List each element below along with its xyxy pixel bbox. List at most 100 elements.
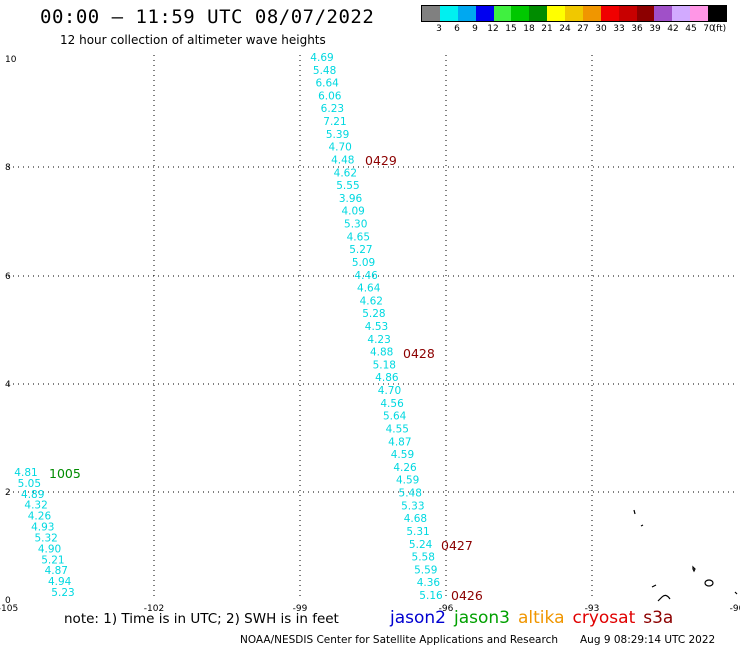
legend-swatch — [529, 6, 548, 21]
wave-height-value: 4.62 — [360, 295, 383, 307]
wave-height-value: 5.09 — [352, 257, 375, 269]
satellite-jason2: jason2 — [390, 608, 446, 628]
legend-swatch — [547, 6, 565, 21]
wave-height-value: 5.48 — [399, 488, 422, 500]
legend-swatch — [582, 6, 601, 21]
axis-label-latitude: 2 — [5, 488, 11, 498]
wave-height-value: 4.88 — [370, 347, 393, 359]
legend-label: 30 — [595, 24, 607, 34]
axis-label-longitude: -105 — [0, 604, 18, 614]
satellite-s3a: s3a — [643, 608, 674, 628]
pass-time-label: 0426 — [451, 588, 483, 603]
axis-label-longitude: -93 — [585, 604, 600, 614]
coastline-fragment — [651, 584, 657, 588]
wave-height-value: 4.94 — [48, 576, 72, 588]
wave-height-value: 4.53 — [365, 321, 388, 333]
axis-label-longitude: -102 — [144, 604, 164, 614]
wave-height-value: 5.48 — [313, 65, 336, 77]
axis-label-longitude: -90 — [730, 604, 740, 614]
wave-height-value: 5.59 — [414, 564, 437, 576]
wave-height-value: 4.36 — [417, 577, 441, 589]
wave-height-value: 4.87 — [45, 565, 68, 577]
pass-time-label: 0429 — [365, 153, 397, 168]
legend-swatch — [439, 6, 458, 21]
legend-swatch — [618, 6, 637, 21]
wave-height-value: 5.32 — [34, 532, 57, 544]
axis-label-latitude: 8 — [5, 163, 11, 173]
coastline-fragment — [657, 594, 671, 602]
wave-height-value: 5.64 — [383, 411, 407, 423]
color-scale-swatches — [421, 5, 727, 22]
wave-height-value: 7.21 — [323, 116, 346, 128]
legend-swatch — [565, 6, 583, 21]
wave-height-value: 5.33 — [401, 500, 424, 512]
legend-label: 42 — [667, 24, 679, 34]
wave-height-value: 5.18 — [373, 359, 396, 371]
wave-height-value: 4.70 — [378, 385, 401, 397]
footer-credit: NOAA/NESDIS Center for Satellite Applica… — [240, 634, 558, 646]
axis-label-longitude: -99 — [293, 604, 308, 614]
legend-label: 39 — [649, 24, 661, 34]
legend-label: 18 — [523, 24, 535, 34]
axis-label-latitude: 10 — [5, 55, 17, 65]
satellite-cryosat: cryosat — [572, 608, 636, 628]
page-subtitle: 12 hour collection of altimeter wave hei… — [60, 33, 326, 47]
legend-label: 45 — [685, 24, 697, 34]
coastline-island — [704, 579, 714, 587]
wave-height-value: 4.32 — [24, 500, 47, 512]
wave-height-value: 4.56 — [380, 398, 404, 410]
legend-label: 27 — [577, 24, 589, 34]
wave-height-value: 5.31 — [406, 526, 429, 538]
legend-swatch — [475, 6, 494, 21]
legend-label: 36 — [631, 24, 643, 34]
pass-time-label: 1005 — [49, 466, 81, 481]
legend-label: 70 — [703, 24, 715, 34]
legend-swatch — [457, 6, 476, 21]
color-scale-legend: 3 6 9 12 15 18 21 24 27 30 33 36 39 42 45 70 (ft) — [421, 5, 727, 37]
legend-label: 6 — [454, 24, 460, 34]
coastline-fragment — [734, 591, 738, 595]
wave-height-value: 4.59 — [391, 449, 414, 461]
coastline-fragment — [633, 509, 636, 515]
wave-height-value: 4.93 — [31, 522, 54, 534]
wave-height-value: 4.81 — [14, 467, 37, 479]
wave-height-value: 5.39 — [326, 129, 349, 141]
note-text: note: 1) Time is in UTC; 2) SWH is in fe… — [64, 611, 339, 627]
legend-label: 24 — [559, 24, 571, 34]
axis-label-latitude: 6 — [5, 272, 11, 282]
wave-height-value: 4.46 — [354, 270, 378, 282]
wave-height-value: 4.90 — [38, 543, 61, 555]
wave-height-value: 5.28 — [362, 308, 385, 320]
legend-label: 21 — [541, 24, 553, 34]
wave-height-value: 4.09 — [341, 206, 364, 218]
legend-label: 3 — [436, 24, 442, 34]
wave-height-value: 5.27 — [349, 244, 372, 256]
axis-label-longitude: -96 — [439, 604, 454, 614]
wave-height-value: 5.55 — [336, 180, 359, 192]
wave-height-value: 4.70 — [328, 142, 351, 154]
wave-height-value: 4.65 — [347, 231, 370, 243]
legend-swatch — [654, 6, 673, 21]
legend-swatch — [690, 6, 708, 21]
page-title: 00:00 – 11:59 UTC 08/07/2022 — [40, 6, 375, 28]
satellite-jason3: jason3 — [454, 608, 510, 628]
legend-swatch — [672, 6, 691, 21]
wave-height-value: 4.48 — [331, 154, 354, 166]
footer: NOAA/NESDIS Center for Satellite Applica… — [240, 634, 715, 646]
legend-label: 9 — [472, 24, 478, 34]
wave-height-value: 6.64 — [315, 78, 339, 90]
wave-height-value: 5.30 — [344, 219, 367, 231]
legend-swatch — [422, 6, 440, 21]
legend-label: (ft) — [712, 24, 727, 34]
wave-height-value: 4.23 — [367, 334, 390, 346]
wave-height-value: 4.26 — [393, 462, 417, 474]
legend-label: 12 — [487, 24, 499, 34]
wave-height-value: 5.24 — [409, 539, 433, 551]
wave-height-value: 4.89 — [21, 489, 44, 501]
legend-swatch — [708, 6, 726, 21]
wave-height-value: 5.05 — [18, 478, 41, 490]
wave-height-value: 4.64 — [357, 283, 381, 295]
coastline-fragment — [692, 565, 696, 573]
wave-height-value: 4.86 — [375, 372, 399, 384]
